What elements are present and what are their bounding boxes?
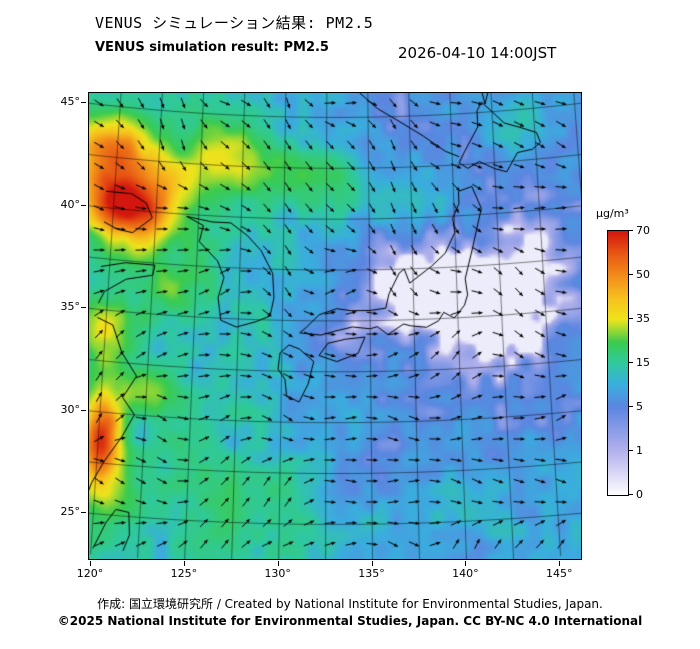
colorbar-tick-label: 5	[636, 400, 643, 413]
title-japanese: VENUS シミュレーション結果: PM2.5	[95, 14, 374, 32]
y-tick-mark	[81, 204, 86, 206]
y-tick-mark	[81, 512, 86, 514]
y-tick-label: 25°	[60, 505, 81, 519]
x-tick-mark	[371, 561, 373, 566]
colorbar-tick-mark	[629, 494, 633, 495]
colorbar-tick-mark	[629, 450, 633, 451]
y-tick-mark	[81, 409, 86, 411]
x-tick-label: 125°	[170, 567, 198, 580]
colorbar-tick-label: 70	[636, 224, 650, 237]
colorbar-tick-label: 15	[636, 356, 650, 369]
colorbar-tick-label: 0	[636, 488, 643, 501]
y-tick-label: 35°	[60, 300, 81, 314]
x-tick-label: 145°	[545, 567, 573, 580]
colorbar	[607, 230, 629, 496]
colorbar-tick-mark	[629, 406, 633, 407]
timestamp: 2026-04-10 14:00JST	[398, 44, 557, 62]
colorbar-tick-mark	[629, 318, 633, 319]
colorbar-unit-label: μg/m³	[596, 207, 629, 220]
x-tick-mark	[559, 561, 561, 566]
license-text: ©2025 National Institute for Environment…	[57, 614, 643, 628]
y-tick-mark	[81, 307, 86, 309]
colorbar-tick-mark	[629, 230, 633, 231]
credit-text: 作成: 国立環境研究所 / Created by National Instit…	[97, 597, 603, 611]
colorbar-tick-label: 35	[636, 312, 650, 325]
colorbar-tick-mark	[629, 274, 633, 275]
y-tick-label: 45°	[60, 95, 81, 109]
y-tick-label: 30°	[60, 402, 81, 416]
colorbar-tick-label: 1	[636, 444, 643, 457]
x-tick-mark	[183, 561, 185, 566]
pm25-map-canvas	[88, 92, 582, 560]
colorbar-tick-mark	[629, 362, 633, 363]
colorbar-tick-label: 50	[636, 268, 650, 281]
x-tick-label: 135°	[358, 567, 385, 580]
x-tick-mark	[277, 561, 279, 566]
title-english: VENUS simulation result: PM2.5	[95, 40, 329, 55]
x-tick-label: 130°	[264, 567, 291, 580]
x-tick-label: 120°	[76, 567, 104, 580]
x-tick-mark	[90, 561, 91, 566]
x-tick-mark	[465, 561, 467, 566]
y-tick-label: 40°	[60, 197, 81, 211]
x-tick-label: 140°	[452, 567, 479, 580]
y-tick-mark	[81, 102, 86, 104]
